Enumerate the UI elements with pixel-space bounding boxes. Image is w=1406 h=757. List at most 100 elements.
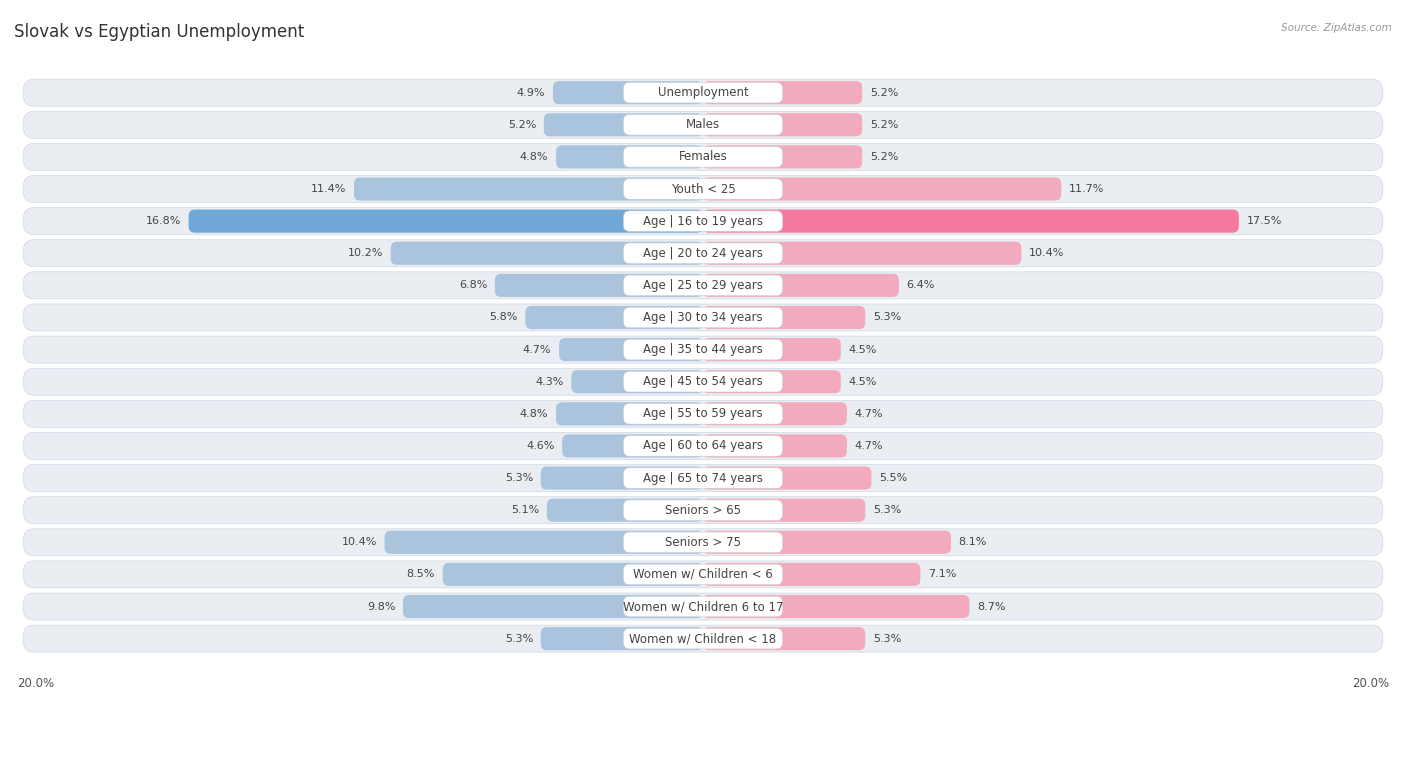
- Text: Age | 60 to 64 years: Age | 60 to 64 years: [643, 440, 763, 453]
- FancyBboxPatch shape: [24, 143, 1382, 170]
- Text: 4.7%: 4.7%: [523, 344, 551, 354]
- FancyBboxPatch shape: [24, 465, 1382, 491]
- Text: 5.3%: 5.3%: [873, 505, 901, 516]
- Text: 5.2%: 5.2%: [870, 152, 898, 162]
- FancyBboxPatch shape: [703, 81, 862, 104]
- Text: Seniors > 65: Seniors > 65: [665, 503, 741, 517]
- FancyBboxPatch shape: [188, 210, 703, 232]
- FancyBboxPatch shape: [623, 436, 783, 456]
- Text: Women w/ Children 6 to 17: Women w/ Children 6 to 17: [623, 600, 783, 613]
- Text: 4.7%: 4.7%: [855, 409, 883, 419]
- Text: 5.5%: 5.5%: [879, 473, 907, 483]
- FancyBboxPatch shape: [703, 210, 1239, 232]
- Text: Age | 65 to 74 years: Age | 65 to 74 years: [643, 472, 763, 484]
- FancyBboxPatch shape: [541, 466, 703, 490]
- FancyBboxPatch shape: [24, 529, 1382, 556]
- Text: 4.9%: 4.9%: [517, 88, 546, 98]
- FancyBboxPatch shape: [547, 499, 703, 522]
- Text: 20.0%: 20.0%: [17, 677, 55, 690]
- Text: Age | 30 to 34 years: Age | 30 to 34 years: [643, 311, 763, 324]
- FancyBboxPatch shape: [24, 111, 1382, 139]
- Text: 7.1%: 7.1%: [928, 569, 956, 579]
- FancyBboxPatch shape: [703, 499, 865, 522]
- FancyBboxPatch shape: [703, 241, 1021, 265]
- Text: 4.7%: 4.7%: [855, 441, 883, 451]
- Text: 5.3%: 5.3%: [505, 634, 533, 643]
- Text: Seniors > 75: Seniors > 75: [665, 536, 741, 549]
- Text: 4.8%: 4.8%: [520, 152, 548, 162]
- FancyBboxPatch shape: [623, 243, 783, 263]
- FancyBboxPatch shape: [24, 176, 1382, 203]
- Text: Women w/ Children < 6: Women w/ Children < 6: [633, 568, 773, 581]
- Text: 8.5%: 8.5%: [406, 569, 434, 579]
- FancyBboxPatch shape: [623, 179, 783, 199]
- FancyBboxPatch shape: [703, 531, 950, 554]
- Text: 5.1%: 5.1%: [510, 505, 538, 516]
- Text: 5.3%: 5.3%: [505, 473, 533, 483]
- FancyBboxPatch shape: [24, 593, 1382, 620]
- Text: 4.5%: 4.5%: [848, 344, 877, 354]
- FancyBboxPatch shape: [555, 402, 703, 425]
- FancyBboxPatch shape: [623, 114, 783, 135]
- Text: 17.5%: 17.5%: [1247, 217, 1282, 226]
- Text: 5.3%: 5.3%: [873, 634, 901, 643]
- Legend: Slovak, Egyptian: Slovak, Egyptian: [614, 756, 792, 757]
- Text: 8.1%: 8.1%: [959, 537, 987, 547]
- Text: 11.7%: 11.7%: [1069, 184, 1104, 194]
- FancyBboxPatch shape: [703, 370, 841, 394]
- Text: 6.4%: 6.4%: [907, 280, 935, 291]
- Text: Age | 20 to 24 years: Age | 20 to 24 years: [643, 247, 763, 260]
- Text: 11.4%: 11.4%: [311, 184, 346, 194]
- FancyBboxPatch shape: [562, 435, 703, 457]
- Text: 4.6%: 4.6%: [526, 441, 554, 451]
- Text: 10.4%: 10.4%: [1029, 248, 1064, 258]
- FancyBboxPatch shape: [623, 339, 783, 360]
- FancyBboxPatch shape: [703, 114, 862, 136]
- FancyBboxPatch shape: [404, 595, 703, 618]
- FancyBboxPatch shape: [24, 368, 1382, 395]
- Text: Age | 35 to 44 years: Age | 35 to 44 years: [643, 343, 763, 356]
- FancyBboxPatch shape: [623, 597, 783, 617]
- Text: 5.3%: 5.3%: [873, 313, 901, 322]
- Text: Age | 25 to 29 years: Age | 25 to 29 years: [643, 279, 763, 292]
- FancyBboxPatch shape: [24, 625, 1382, 652]
- Text: 10.2%: 10.2%: [347, 248, 382, 258]
- Text: Age | 45 to 54 years: Age | 45 to 54 years: [643, 375, 763, 388]
- FancyBboxPatch shape: [703, 435, 846, 457]
- Text: 5.2%: 5.2%: [870, 120, 898, 129]
- FancyBboxPatch shape: [703, 145, 862, 169]
- FancyBboxPatch shape: [495, 274, 703, 297]
- FancyBboxPatch shape: [443, 563, 703, 586]
- FancyBboxPatch shape: [623, 564, 783, 584]
- FancyBboxPatch shape: [354, 177, 703, 201]
- Text: 5.8%: 5.8%: [489, 313, 517, 322]
- FancyBboxPatch shape: [623, 275, 783, 296]
- FancyBboxPatch shape: [703, 627, 865, 650]
- Text: 5.2%: 5.2%: [870, 88, 898, 98]
- FancyBboxPatch shape: [24, 561, 1382, 588]
- Text: Slovak vs Egyptian Unemployment: Slovak vs Egyptian Unemployment: [14, 23, 304, 41]
- Text: 8.7%: 8.7%: [977, 602, 1005, 612]
- Text: 6.8%: 6.8%: [458, 280, 486, 291]
- Text: Women w/ Children < 18: Women w/ Children < 18: [630, 632, 776, 645]
- FancyBboxPatch shape: [703, 306, 865, 329]
- Text: 16.8%: 16.8%: [146, 217, 181, 226]
- FancyBboxPatch shape: [703, 402, 846, 425]
- Text: Source: ZipAtlas.com: Source: ZipAtlas.com: [1281, 23, 1392, 33]
- FancyBboxPatch shape: [571, 370, 703, 394]
- FancyBboxPatch shape: [623, 468, 783, 488]
- FancyBboxPatch shape: [24, 304, 1382, 331]
- Text: Males: Males: [686, 118, 720, 131]
- Text: Unemployment: Unemployment: [658, 86, 748, 99]
- FancyBboxPatch shape: [623, 372, 783, 392]
- FancyBboxPatch shape: [24, 79, 1382, 106]
- FancyBboxPatch shape: [555, 145, 703, 169]
- Text: 4.5%: 4.5%: [848, 377, 877, 387]
- FancyBboxPatch shape: [703, 466, 872, 490]
- Text: Age | 16 to 19 years: Age | 16 to 19 years: [643, 215, 763, 228]
- FancyBboxPatch shape: [24, 207, 1382, 235]
- Text: 20.0%: 20.0%: [1351, 677, 1389, 690]
- Text: Females: Females: [679, 151, 727, 164]
- Text: Age | 55 to 59 years: Age | 55 to 59 years: [643, 407, 763, 420]
- FancyBboxPatch shape: [553, 81, 703, 104]
